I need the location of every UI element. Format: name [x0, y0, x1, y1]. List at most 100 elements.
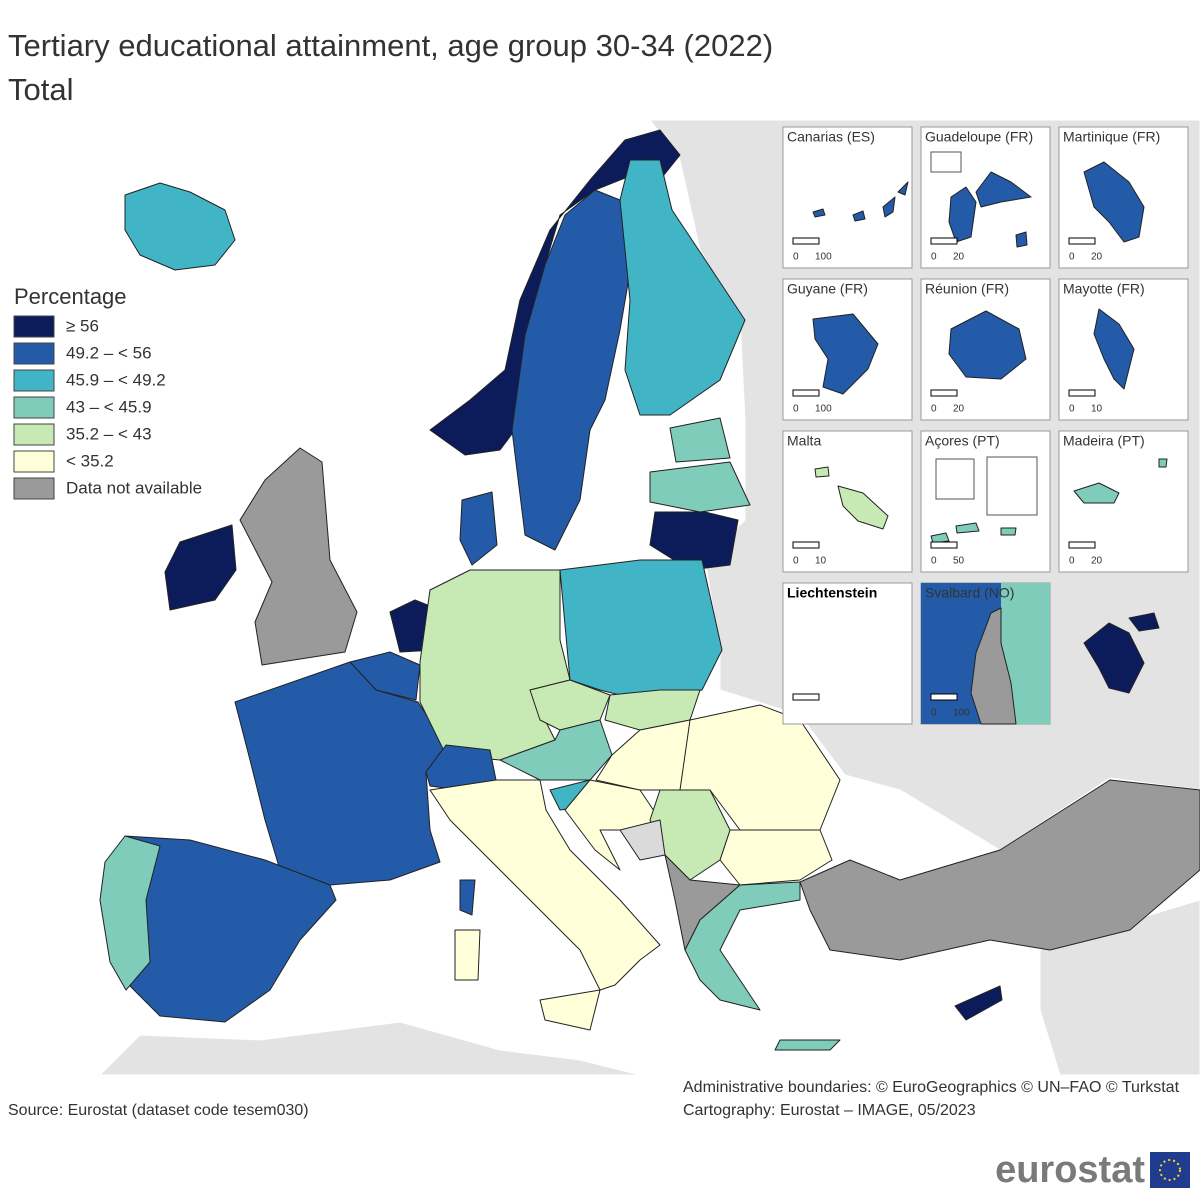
mayotte-shapes [1093, 308, 1135, 390]
inset-title: Martinique (FR) [1063, 129, 1160, 145]
scale-bar [792, 541, 820, 549]
legend: Percentage ≥ 56 49.2 – < 56 45.9 – < 49.2 4… [13, 284, 202, 500]
scale-label: 100 [815, 252, 832, 263]
island [1083, 161, 1145, 243]
scale-label: 0 [793, 404, 799, 415]
legend-swatch [13, 450, 55, 473]
scale-bar [930, 693, 958, 701]
locator-box [930, 151, 962, 173]
inset-title: Réunion (FR) [925, 281, 1009, 297]
estonia [669, 417, 731, 463]
inset-frame [1058, 430, 1189, 573]
scale-label: 20 [953, 252, 965, 263]
croatia [564, 779, 661, 871]
italy [429, 779, 661, 991]
boundaries-note: Administrative boundaries: © EuroGeograp… [683, 1079, 1180, 1096]
legend-swatch [13, 423, 55, 446]
scale-label: 10 [1091, 404, 1103, 415]
legend-label: 45.9 – < 49.2 [66, 370, 166, 389]
austria [499, 719, 613, 781]
countries [99, 129, 1200, 1051]
subtitle: Total [8, 72, 73, 107]
legend-swatch [13, 369, 55, 392]
corsica [459, 879, 476, 916]
legend-swatch [13, 315, 55, 338]
poland [559, 559, 723, 701]
eu-stars [1159, 1159, 1181, 1181]
austria-part [1001, 583, 1050, 724]
germany [419, 569, 571, 761]
source-note: Source: Eurostat (dataset code tesem030) [8, 1102, 309, 1119]
liechtenstein-shapes [921, 583, 1050, 725]
scale-bar [1068, 389, 1096, 397]
scale-label: 0 [931, 556, 937, 567]
legend-label: 49.2 – < 56 [66, 343, 152, 362]
inset-title: Liechtenstein [787, 585, 877, 601]
island [1015, 231, 1028, 248]
scale-label: 0 [931, 252, 937, 263]
island [1158, 458, 1168, 468]
island [948, 310, 1027, 380]
svalbard-shapes [1083, 612, 1160, 694]
scale-label: 50 [953, 556, 965, 567]
island [955, 522, 980, 534]
logo-text: eurostat [995, 1149, 1145, 1191]
crete [774, 1039, 841, 1051]
portugal [99, 835, 161, 991]
scale-label: 0 [931, 708, 937, 719]
scale-label: 20 [953, 404, 965, 415]
island [1128, 612, 1160, 632]
inset-title: Madeira (PT) [1063, 433, 1145, 449]
inset-title: Svalbard (NO) [925, 585, 1014, 601]
inset-frame [782, 582, 913, 725]
scale-bar [930, 237, 958, 245]
legend-label: 35.2 – < 43 [66, 424, 152, 443]
inset-frame [920, 430, 1051, 573]
cyprus [954, 985, 1003, 1021]
scale-label: 0 [793, 252, 799, 263]
scale-label: 0 [1069, 404, 1075, 415]
martinique-shapes [1083, 161, 1145, 243]
eu-flag [1150, 1152, 1190, 1188]
scale-bar [930, 541, 958, 549]
legend-label: ≥ 56 [66, 316, 99, 335]
denmark [459, 491, 498, 566]
scale-label: 0 [1069, 252, 1075, 263]
cartography-note: Cartography: Eurostat – IMAGE, 05/2023 [683, 1102, 976, 1119]
island [1000, 527, 1017, 536]
latvia [649, 461, 751, 513]
legend-swatch [13, 396, 55, 419]
inset-title: Guadeloupe (FR) [925, 129, 1033, 145]
island [882, 196, 896, 218]
greece [684, 881, 801, 1011]
inset-title: Guyane (FR) [787, 281, 868, 297]
sardinia [454, 929, 481, 981]
scale-bar [1068, 237, 1096, 245]
locator-box [986, 456, 1038, 516]
scale-bar [792, 693, 820, 701]
scale-label: 0 [793, 556, 799, 567]
inset-title: Açores (PT) [925, 433, 1000, 449]
territory [812, 313, 879, 395]
guadeloupe-shapes [930, 151, 1032, 248]
island [930, 532, 950, 544]
legend-label: 43 – < 45.9 [66, 397, 152, 416]
legend-title: Percentage [14, 284, 127, 309]
turkey [799, 779, 1200, 961]
title: Tertiary educational attainment, age gro… [8, 28, 773, 63]
inset-title: Malta [787, 433, 821, 449]
inset-frame [782, 126, 913, 269]
sweden [511, 189, 633, 551]
island [1093, 308, 1135, 390]
sicily [539, 989, 601, 1031]
malta-shapes [814, 466, 889, 530]
island [1073, 482, 1120, 504]
non-eu-land [98, 1021, 641, 1076]
island [814, 466, 830, 478]
island [812, 208, 826, 218]
france [234, 661, 447, 886]
lithuania [649, 511, 739, 571]
island [1083, 622, 1145, 694]
